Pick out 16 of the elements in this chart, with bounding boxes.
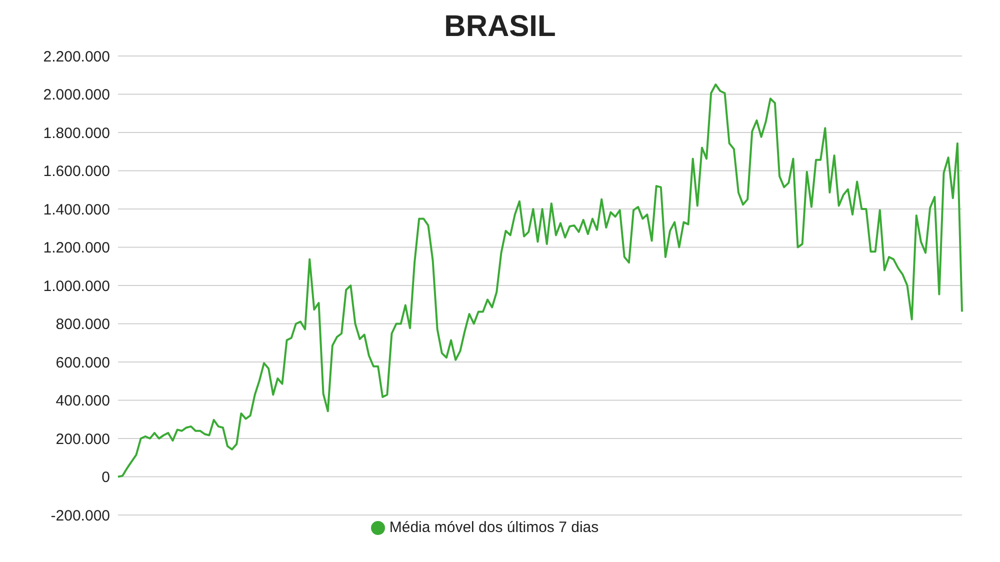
y-tick-label: -200.000 (50, 507, 110, 524)
chart-title: BRASIL (443, 9, 557, 45)
y-tick-label: 200.000 (56, 430, 110, 448)
y-tick-label: 600.000 (56, 354, 110, 372)
y-tick-label: 400.000 (56, 392, 110, 410)
y-tick-label: 2.000.000 (43, 86, 110, 104)
y-tick-label: 1.200.000 (43, 240, 110, 257)
y-tick-label: 2.200.000 (43, 48, 110, 66)
legend-label: Média móvel dos últimos 7 dias (389, 519, 599, 536)
y-tick-label: 800.000 (56, 316, 110, 334)
y-tick-label: 1.800.000 (43, 124, 110, 142)
y-tick-label: 1.000.000 (43, 278, 110, 295)
y-tick-label: 1.400.000 (43, 201, 110, 218)
y-tick-label: 0 (102, 469, 110, 486)
line-series (117, 83, 963, 478)
y-tick-label: 1.600.000 (43, 163, 110, 180)
